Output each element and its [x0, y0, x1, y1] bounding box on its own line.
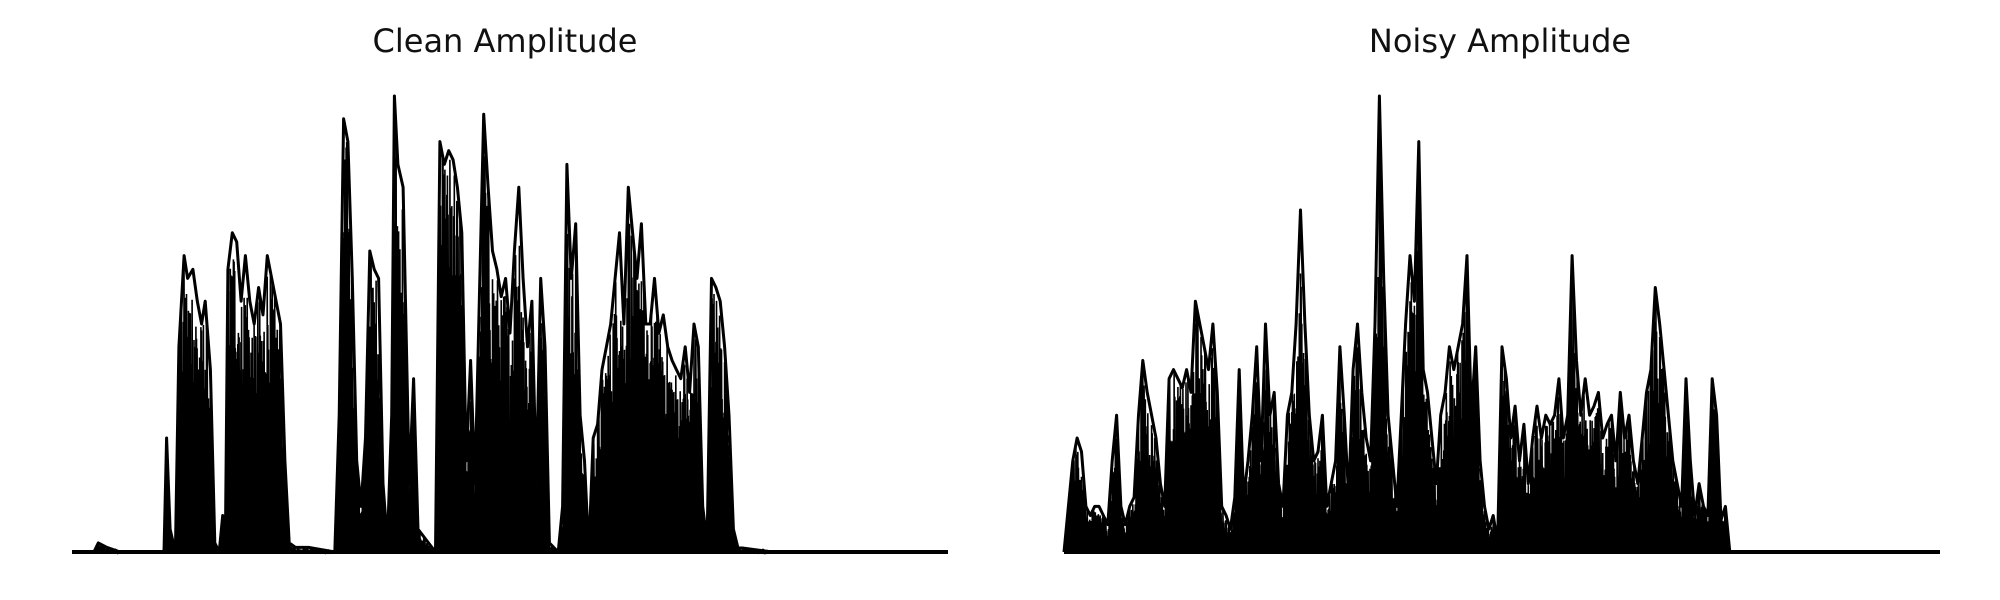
clean-amplitude-plot	[72, 94, 948, 555]
clean-amplitude-panel: Clean Amplitude	[72, 22, 948, 555]
clean-waveform	[72, 94, 948, 555]
waveform-fill	[72, 129, 948, 555]
waveform-envelope	[72, 94, 948, 554]
chart-title: Clean Amplitude	[372, 22, 638, 60]
chart-title: Noisy Amplitude	[1368, 22, 1632, 60]
noisy-waveform	[1062, 94, 1940, 554]
noisy-amplitude-plot	[1062, 94, 1940, 554]
noisy-amplitude-panel: Noisy Amplitude	[1000, 0, 2000, 600]
waveform-fill	[1063, 124, 1940, 553]
waveform-envelope	[1062, 94, 1940, 554]
